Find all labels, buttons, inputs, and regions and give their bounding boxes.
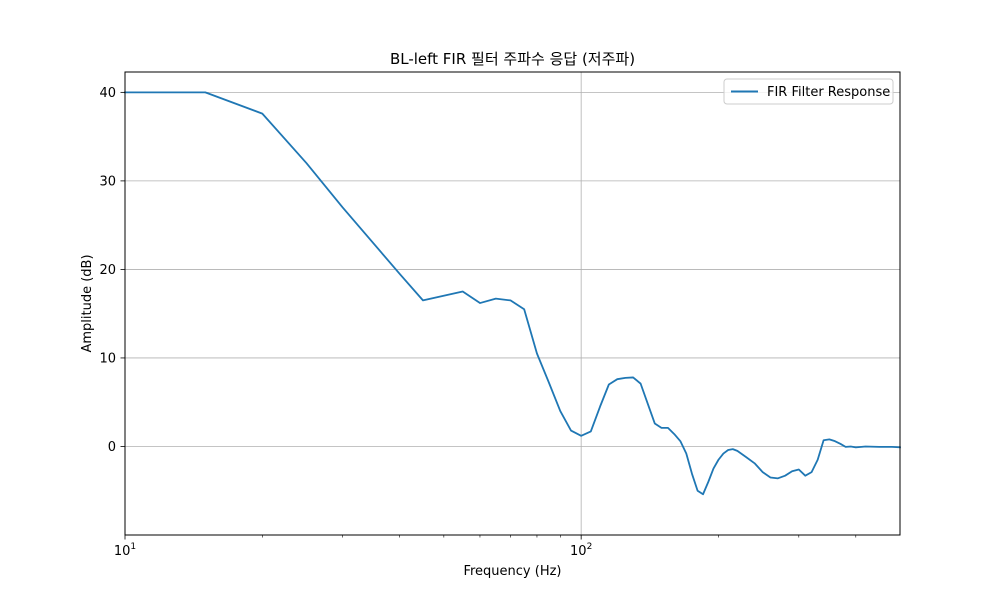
- y-tick-label: 40: [99, 86, 116, 101]
- y-tick-label: 30: [99, 174, 116, 189]
- plot-series: [124, 91, 901, 496]
- plot-area: [125, 72, 900, 535]
- y-tick-label: 0: [108, 440, 116, 455]
- y-axis-label: Amplitude (dB): [80, 254, 95, 352]
- legend-box: [723, 78, 894, 105]
- legend-label: FIR Filter Response: [767, 85, 890, 100]
- y-tick-label: 10: [99, 351, 116, 366]
- plot-frame: [124, 71, 901, 536]
- legend: FIR Filter Response: [723, 78, 894, 105]
- series-line: [124, 91, 901, 496]
- y-tick-label: 20: [99, 263, 116, 278]
- x-axis-label: Frequency (Hz): [463, 564, 561, 579]
- chart-title: BL-left FIR 필터 주파수 응답 (저주파): [390, 50, 635, 68]
- x-tick-label: 102: [570, 542, 592, 559]
- x-tick-label: 101: [114, 542, 136, 559]
